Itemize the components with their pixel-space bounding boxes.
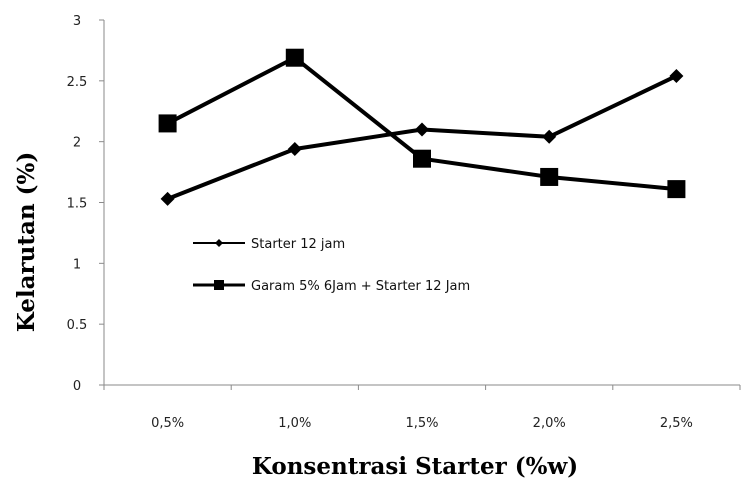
series-1	[160, 68, 684, 206]
series-2	[158, 48, 686, 199]
y-tick-label: 0.5	[67, 318, 88, 333]
data-point	[542, 129, 557, 144]
data-point	[667, 180, 686, 199]
y-tick-label: 3	[73, 14, 81, 29]
x-axis-title: Konsentrasi Starter (%w)	[252, 453, 578, 480]
y-tick-label: 1.5	[67, 197, 88, 212]
x-tick-label: 1,5%	[405, 416, 438, 431]
y-axis-ticks: 0 0.5 1 1.5 2 2.5 3	[67, 14, 104, 394]
y-tick-label: 2.5	[67, 75, 88, 90]
legend-marker	[215, 239, 223, 247]
x-tick-label: 2,0%	[533, 416, 566, 431]
legend-item: Garam 5% 6Jam + Starter 12 Jam	[193, 279, 470, 294]
data-point	[413, 149, 431, 168]
legend-label: Starter 12 jam	[251, 237, 345, 252]
y-tick-label: 1	[73, 257, 81, 272]
data-point	[160, 191, 175, 206]
data-point	[415, 122, 429, 137]
x-axis-ticks: 0,5% 1,0% 1,5% 2,0% 2,5%	[103, 385, 741, 431]
data-point	[669, 68, 684, 83]
legend-label: Garam 5% 6Jam + Starter 12 Jam	[251, 279, 470, 294]
axes	[103, 20, 740, 386]
legend: Starter 12 jam Garam 5% 6Jam + Starter 12…	[193, 237, 470, 294]
legend-marker	[214, 280, 224, 290]
data-point	[285, 48, 304, 67]
y-tick-label: 0	[73, 379, 81, 394]
x-tick-label: 0,5%	[151, 416, 184, 431]
y-tick-label: 2	[73, 136, 81, 151]
legend-item: Starter 12 jam	[193, 237, 345, 252]
series-layer	[158, 48, 686, 206]
data-point	[158, 114, 177, 133]
y-axis-title: Kelarutan (%)	[13, 152, 40, 332]
data-point	[540, 167, 559, 186]
x-tick-label: 1,0%	[278, 416, 311, 431]
x-tick-label: 2,5%	[660, 416, 693, 431]
data-point	[287, 141, 302, 156]
